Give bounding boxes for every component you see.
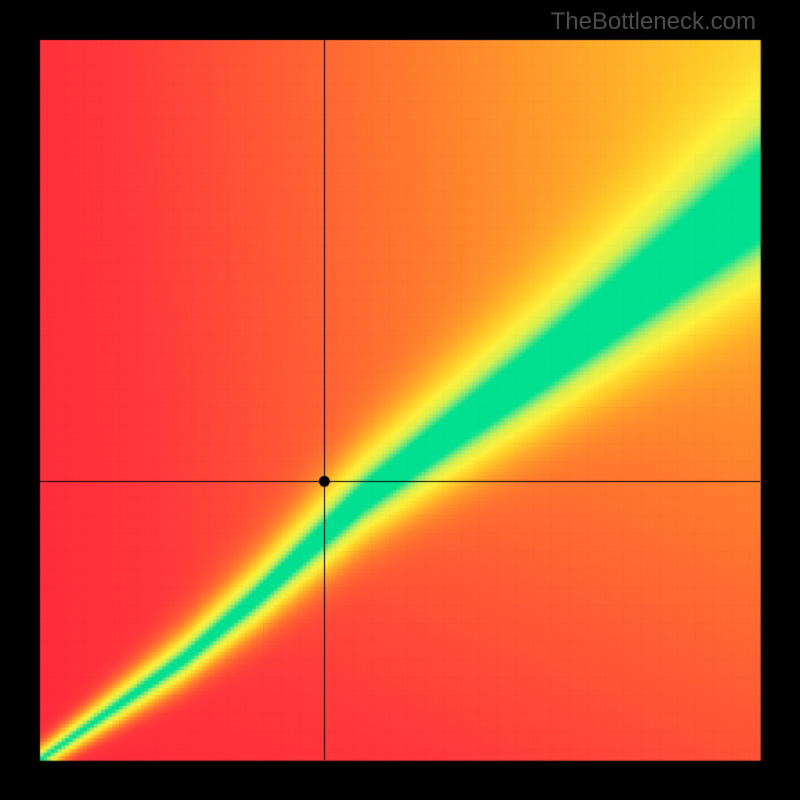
- heatmap-canvas: [0, 0, 800, 800]
- chart-container: TheBottleneck.com: [0, 0, 800, 800]
- watermark-text: TheBottleneck.com: [551, 8, 756, 36]
